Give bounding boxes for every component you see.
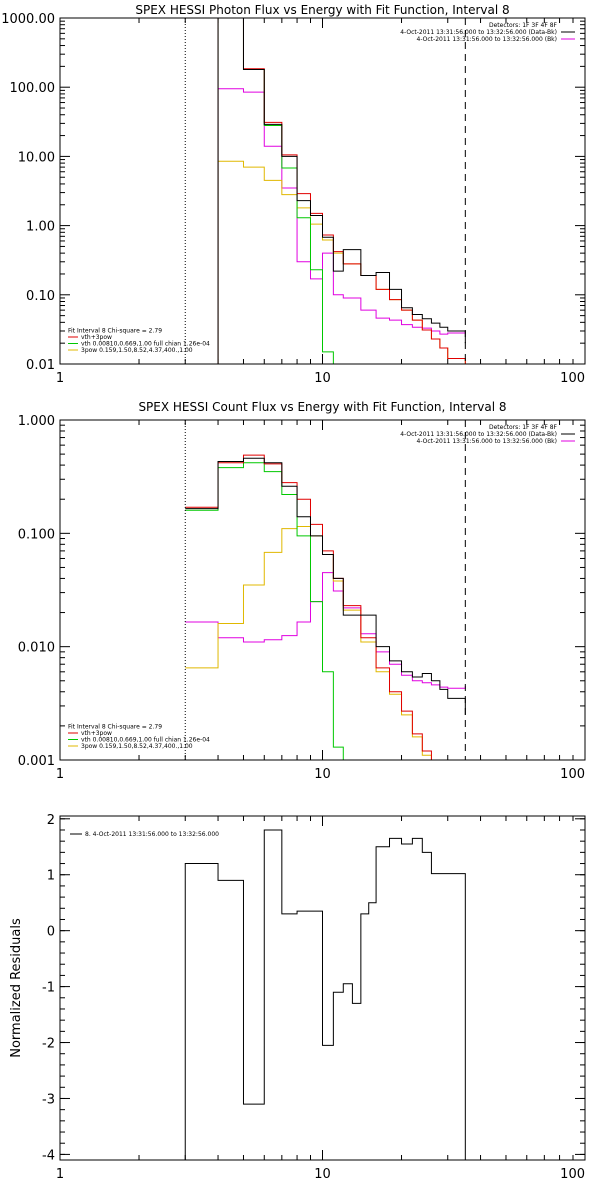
legend-entry: vth+3pow	[81, 334, 112, 341]
x-tick-label: 10	[314, 767, 331, 782]
legend-entry: vth 0.00810,0.669,1.00 full chian 1.26e-…	[81, 737, 210, 744]
x-tick-label: 100	[560, 1167, 585, 1182]
x-tick-label: 1	[56, 1167, 64, 1182]
plot-frame	[59, 815, 586, 1161]
series-group	[217, 18, 466, 364]
data-series-5	[217, 18, 466, 364]
y-tick-label: 0.10	[26, 289, 55, 304]
y-tick-label: -2	[42, 1037, 55, 1052]
legend-entry: 4-Oct-2011 13:31:56.000 to 13:32:56.000 …	[417, 36, 558, 43]
y-tick-label: 0.010	[18, 641, 55, 656]
panel-1: SPEX HESSI Photon Flux vs Energy with Fi…	[1, 3, 586, 386]
y-tick-label: 1.00	[26, 220, 55, 235]
panel-3: Normalized Residuals 1 10 100 -4 -3 -2 -1 0 1 2 8. …	[9, 813, 586, 1182]
y-tick-label: -1	[42, 981, 55, 996]
data-series-1	[184, 829, 466, 1160]
data-series-1	[185, 572, 466, 689]
chart-title: SPEX HESSI Photon Flux vs Energy with Fi…	[135, 3, 509, 17]
chart-title: SPEX HESSI Count Flux vs Energy with Fit…	[138, 400, 506, 414]
series-group	[185, 454, 466, 760]
y-tick-label: 1.000	[18, 414, 55, 429]
legend-entry: 4-Oct-2011 13:31:56.000 to 13:32:56.000 …	[417, 438, 558, 445]
legend-entry: Fit Interval 8 Chi-square = 2.79	[68, 724, 162, 731]
y-tick-label: 1000.00	[1, 12, 55, 27]
data-series-3	[185, 462, 344, 760]
data-series-2	[217, 160, 466, 364]
y-tick-label: 0.01	[26, 358, 55, 373]
y-axis-label: Normalized Residuals	[9, 918, 24, 1058]
panel-2: SPEX HESSI Count Flux vs Energy with Fit…	[18, 400, 586, 782]
y-tick-label: -3	[42, 1092, 55, 1107]
x-tick-label: 100	[560, 371, 585, 386]
legend-entry: 3pow 0.159,1.50,8.52,4.37,400.,1.00	[81, 347, 193, 354]
data-series-2	[185, 525, 441, 760]
y-tick-label: 2	[47, 813, 55, 828]
y-tick-label: 0	[47, 925, 55, 940]
legend-entry: Detectors: 1F 3F 4F 8F	[489, 22, 558, 29]
legend-entry: Detectors: 1F 3F 4F 8F	[489, 424, 558, 431]
legend-entry: 3pow 0.159,1.50,8.52,4.37,400.,1.00	[81, 743, 193, 750]
data-series-3	[217, 18, 334, 364]
legend-entry: vth 0.00810,0.669,1.00 full chian 1.26e-…	[81, 341, 210, 348]
data-series-4	[185, 454, 441, 760]
x-tick-label: 1	[56, 371, 64, 386]
y-tick-label: 1	[47, 869, 55, 884]
legend-entry: Fit Interval 8 Chi-square = 2.79	[68, 328, 162, 335]
plot-frame	[59, 419, 586, 761]
data-series-5	[185, 457, 466, 715]
y-tick-label: -4	[42, 1148, 55, 1163]
legend-entry: 4-Oct-2011 13:31:56.000 to 13:32:56.000 …	[400, 431, 557, 438]
y-tick-label: 0.001	[18, 754, 55, 769]
x-tick-label: 10	[314, 371, 331, 386]
legend-entry: 8. 4-Oct-2011 13:31:56.000 to 13:32:56.0…	[85, 831, 219, 838]
y-tick-label: 0.100	[18, 527, 55, 542]
data-series-1	[217, 88, 466, 364]
legend-entry: vth+3pow	[81, 730, 112, 737]
legend-entry: 4-Oct-2011 13:31:56.000 to 13:32:56.000 …	[400, 29, 557, 36]
x-tick-label: 10	[314, 1167, 331, 1182]
data-series-4	[217, 18, 466, 364]
x-tick-label: 1	[56, 767, 64, 782]
y-tick-label: 10.00	[18, 150, 55, 165]
plot-frame	[59, 17, 586, 365]
y-tick-label: 100.00	[10, 81, 56, 96]
x-tick-label: 100	[560, 767, 585, 782]
series-group	[184, 829, 466, 1160]
